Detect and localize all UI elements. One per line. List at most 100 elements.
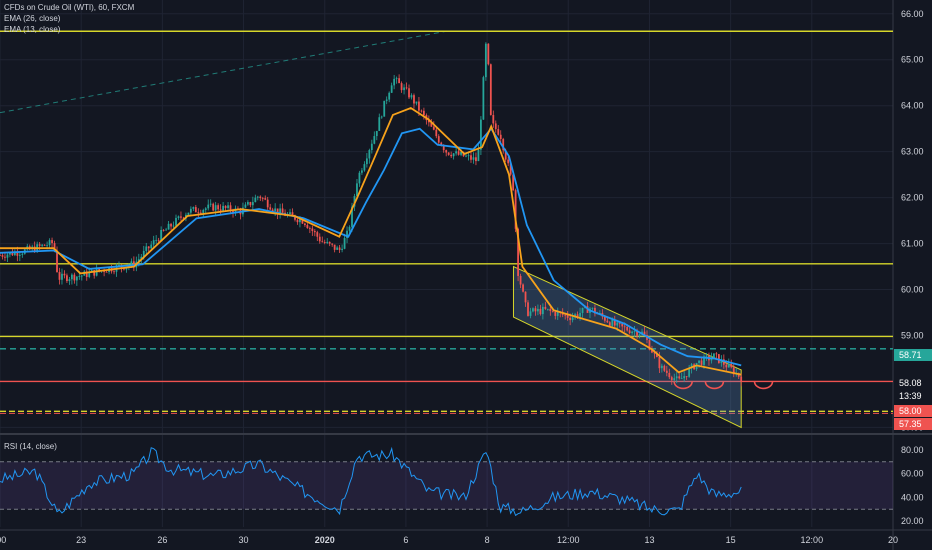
candle-body (698, 360, 700, 363)
candle-body (88, 272, 91, 277)
candle-body (38, 244, 41, 246)
candle-body (663, 365, 666, 371)
candle-body (316, 232, 319, 237)
candle-body (482, 77, 485, 120)
candle-body (338, 247, 341, 250)
price-badge-label: 57.35 (899, 419, 922, 429)
candle-body (631, 331, 634, 334)
candle-body (9, 252, 11, 255)
candle-body (569, 317, 572, 321)
candle-body (576, 314, 579, 317)
candle-body (368, 150, 371, 159)
candle-body (380, 116, 383, 118)
candle-body (271, 209, 274, 212)
candle-body (514, 190, 517, 229)
time-tick-label: 2020 (315, 535, 335, 545)
candle-body (636, 330, 638, 336)
time-tick-label: 15 (726, 535, 736, 545)
candle-body (484, 43, 487, 78)
candle-body (450, 154, 453, 157)
candle-body (304, 223, 306, 226)
candle-body (727, 363, 730, 368)
candle-body (170, 223, 172, 227)
candle-body (299, 219, 301, 223)
candle-body (713, 353, 715, 358)
candle-body (430, 122, 433, 127)
price-tick-label: 61.00 (901, 239, 924, 249)
candle-body (494, 123, 497, 130)
rsi-tick-label: 80.00 (901, 445, 924, 455)
candle-body (700, 360, 703, 365)
candle-body (351, 206, 353, 227)
candle-body (616, 322, 619, 326)
candle-body (541, 306, 544, 315)
candle-body (113, 271, 115, 273)
candle-body (78, 276, 81, 278)
candle-body (306, 225, 309, 229)
candle-body (675, 376, 678, 379)
candle-body (613, 319, 616, 326)
candle-body (98, 268, 101, 271)
candle-body (48, 240, 51, 246)
candle-body (492, 115, 495, 124)
time-tick-label: 20 (888, 535, 898, 545)
bottom-marker-1 (704, 381, 725, 390)
candle-body (80, 275, 83, 277)
candle-body (529, 311, 532, 316)
candle-body (564, 314, 567, 316)
candle-body (323, 242, 326, 243)
candle-body (507, 159, 510, 164)
candle-body (546, 308, 549, 310)
rsi-tick-label: 60.00 (901, 469, 924, 479)
time-tick-label: 13 (644, 535, 654, 545)
candle-body (365, 158, 368, 165)
candle-body (703, 356, 705, 365)
candle-body (519, 275, 522, 285)
candle-body (432, 126, 435, 130)
candle-body (442, 145, 445, 151)
candle-body (370, 143, 373, 151)
candle-body (725, 364, 728, 368)
descending-channel (512, 265, 742, 429)
candle-body (296, 219, 299, 223)
candle-body (160, 229, 163, 241)
candle-body (199, 212, 202, 214)
time-tick-label: 26 (157, 535, 167, 545)
candle-body (16, 252, 19, 256)
candle-body (447, 152, 450, 155)
candle-body (251, 202, 254, 206)
price-tick-label: 63.00 (901, 147, 924, 157)
candle-body (730, 363, 733, 368)
candle-body (155, 239, 158, 241)
price-tick-label: 60.00 (901, 285, 924, 295)
candle-body (740, 376, 743, 382)
candle-body (497, 129, 500, 135)
candle-body (249, 202, 252, 206)
candle-body (385, 99, 388, 101)
candle-body (621, 323, 624, 327)
candle-body (427, 120, 430, 123)
candle-body (375, 130, 378, 137)
candle-body (405, 87, 408, 89)
candle-body (222, 205, 225, 211)
candle-body (177, 216, 180, 218)
price-badge-bg (894, 418, 932, 430)
candle-body (130, 261, 133, 266)
candle-body (152, 240, 155, 245)
candle-body (311, 228, 314, 232)
candle-body (378, 117, 381, 131)
candle-body (611, 319, 614, 326)
bottom-marker-2 (753, 381, 774, 390)
candle-body (408, 88, 410, 98)
candle-body (571, 317, 574, 321)
price-tick-label: 64.00 (901, 101, 924, 111)
candle-body (673, 378, 676, 381)
candle-body (328, 241, 331, 244)
candle-body (147, 246, 150, 249)
candle-body (43, 244, 46, 246)
candle-body (11, 252, 14, 256)
candle-body (502, 139, 505, 151)
time-tick-label: :00 (0, 535, 6, 545)
candle-body (539, 308, 542, 315)
